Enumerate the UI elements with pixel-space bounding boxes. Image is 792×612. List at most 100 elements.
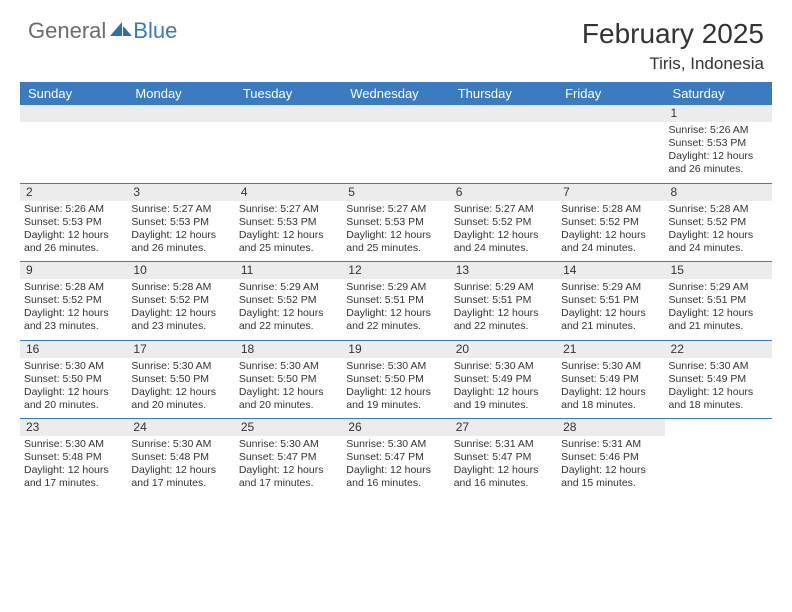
day-number: 18 xyxy=(235,341,342,358)
sunset-text: Sunset: 5:49 PM xyxy=(561,373,660,386)
sunset-text: Sunset: 5:51 PM xyxy=(454,294,553,307)
daylight1-text: Daylight: 12 hours xyxy=(346,464,445,477)
sunrise-text: Sunrise: 5:27 AM xyxy=(131,203,230,216)
day-number: 10 xyxy=(127,262,234,279)
calendar-cell: 20Sunrise: 5:30 AMSunset: 5:49 PMDayligh… xyxy=(450,341,557,419)
sunrise-text: Sunrise: 5:28 AM xyxy=(24,281,123,294)
day-number: 3 xyxy=(127,184,234,201)
calendar-cell: 9Sunrise: 5:28 AMSunset: 5:52 PMDaylight… xyxy=(20,262,127,340)
daylight2-text: and 21 minutes. xyxy=(561,320,660,333)
day-number: 2 xyxy=(20,184,127,201)
daylight2-text: and 17 minutes. xyxy=(24,477,123,490)
daylight1-text: Daylight: 12 hours xyxy=(131,307,230,320)
daylight1-text: Daylight: 12 hours xyxy=(24,386,123,399)
daylight2-text: and 18 minutes. xyxy=(669,399,768,412)
sunset-text: Sunset: 5:52 PM xyxy=(454,216,553,229)
sunset-text: Sunset: 5:53 PM xyxy=(346,216,445,229)
daylight1-text: Daylight: 12 hours xyxy=(346,386,445,399)
day-number: 24 xyxy=(127,419,234,436)
day-number: 6 xyxy=(450,184,557,201)
weekday-header: Tuesday xyxy=(235,82,342,105)
weekday-header: Wednesday xyxy=(342,82,449,105)
daylight1-text: Daylight: 12 hours xyxy=(24,229,123,242)
sunrise-text: Sunrise: 5:30 AM xyxy=(24,438,123,451)
sunrise-text: Sunrise: 5:28 AM xyxy=(561,203,660,216)
day-number: 7 xyxy=(557,184,664,201)
daylight1-text: Daylight: 12 hours xyxy=(561,386,660,399)
daylight1-text: Daylight: 12 hours xyxy=(239,229,338,242)
sunset-text: Sunset: 5:49 PM xyxy=(669,373,768,386)
calendar-cell: 3Sunrise: 5:27 AMSunset: 5:53 PMDaylight… xyxy=(127,184,234,262)
daylight2-text: and 24 minutes. xyxy=(561,242,660,255)
sunrise-text: Sunrise: 5:29 AM xyxy=(561,281,660,294)
sunset-text: Sunset: 5:49 PM xyxy=(454,373,553,386)
calendar-cell: 26Sunrise: 5:30 AMSunset: 5:47 PMDayligh… xyxy=(342,419,449,497)
logo: General Blue xyxy=(28,18,177,44)
sunrise-text: Sunrise: 5:29 AM xyxy=(454,281,553,294)
sunset-text: Sunset: 5:53 PM xyxy=(131,216,230,229)
sunrise-text: Sunrise: 5:27 AM xyxy=(346,203,445,216)
daylight1-text: Daylight: 12 hours xyxy=(239,386,338,399)
sunset-text: Sunset: 5:50 PM xyxy=(239,373,338,386)
calendar-cell: 24Sunrise: 5:30 AMSunset: 5:48 PMDayligh… xyxy=(127,419,234,497)
sunset-text: Sunset: 5:48 PM xyxy=(24,451,123,464)
weekday-header: Sunday xyxy=(20,82,127,105)
sunset-text: Sunset: 5:52 PM xyxy=(561,216,660,229)
daylight2-text: and 15 minutes. xyxy=(561,477,660,490)
page-title: February 2025 xyxy=(582,18,764,50)
sunset-text: Sunset: 5:50 PM xyxy=(346,373,445,386)
daylight2-text: and 20 minutes. xyxy=(239,399,338,412)
daylight2-text: and 24 minutes. xyxy=(669,242,768,255)
daylight1-text: Daylight: 12 hours xyxy=(669,229,768,242)
weekday-header: Friday xyxy=(557,82,664,105)
day-number: 25 xyxy=(235,419,342,436)
calendar-cell: 25Sunrise: 5:30 AMSunset: 5:47 PMDayligh… xyxy=(235,419,342,497)
daylight2-text: and 26 minutes. xyxy=(131,242,230,255)
day-number: 28 xyxy=(557,419,664,436)
sunset-text: Sunset: 5:50 PM xyxy=(131,373,230,386)
calendar-cell: 13Sunrise: 5:29 AMSunset: 5:51 PMDayligh… xyxy=(450,262,557,340)
daylight1-text: Daylight: 12 hours xyxy=(131,386,230,399)
calendar-cell: 17 Sunrise: 5:30 AMSunset: 5:50 PMDayligh… xyxy=(127,341,234,419)
weekday-header-row: Sunday Monday Tuesday Wednesday Thursday… xyxy=(20,82,772,105)
sunrise-text: Sunrise: 5:30 AM xyxy=(454,360,553,373)
daylight2-text: and 20 minutes. xyxy=(131,399,230,412)
sunrise-text: Sunrise: 5:30 AM xyxy=(239,438,338,451)
sunrise-text: Sunrise: 5:30 AM xyxy=(131,360,230,373)
calendar-cell: 16Sunrise: 5:30 AMSunset: 5:50 PMDayligh… xyxy=(20,341,127,419)
daylight2-text: and 22 minutes. xyxy=(454,320,553,333)
calendar: Sunday Monday Tuesday Wednesday Thursday… xyxy=(0,82,792,497)
calendar-cell: 15Sunrise: 5:29 AMSunset: 5:51 PMDayligh… xyxy=(665,262,772,340)
daylight1-text: Daylight: 12 hours xyxy=(131,464,230,477)
daylight1-text: Daylight: 12 hours xyxy=(24,307,123,320)
calendar-cell: 12Sunrise: 5:29 AMSunset: 5:51 PMDayligh… xyxy=(342,262,449,340)
day-number xyxy=(127,105,234,122)
day-number xyxy=(557,105,664,122)
daylight1-text: Daylight: 12 hours xyxy=(346,229,445,242)
calendar-row: 23Sunrise: 5:30 AMSunset: 5:48 PMDayligh… xyxy=(20,418,772,497)
day-number: 17 xyxy=(127,341,234,358)
calendar-cell: 18Sunrise: 5:30 AMSunset: 5:50 PMDayligh… xyxy=(235,341,342,419)
day-number: 11 xyxy=(235,262,342,279)
sunrise-text: Sunrise: 5:29 AM xyxy=(669,281,768,294)
daylight1-text: Daylight: 12 hours xyxy=(454,464,553,477)
calendar-cell: 2Sunrise: 5:26 AMSunset: 5:53 PMDaylight… xyxy=(20,184,127,262)
sunrise-text: Sunrise: 5:30 AM xyxy=(24,360,123,373)
day-number: 21 xyxy=(557,341,664,358)
header: General Blue February 2025 Tiris, Indone… xyxy=(0,0,792,82)
daylight1-text: Daylight: 12 hours xyxy=(454,307,553,320)
day-number: 26 xyxy=(342,419,449,436)
sunrise-text: Sunrise: 5:31 AM xyxy=(561,438,660,451)
calendar-cell: 27Sunrise: 5:31 AMSunset: 5:47 PMDayligh… xyxy=(450,419,557,497)
daylight2-text: and 25 minutes. xyxy=(239,242,338,255)
calendar-cell: 11Sunrise: 5:29 AMSunset: 5:52 PMDayligh… xyxy=(235,262,342,340)
daylight2-text: and 17 minutes. xyxy=(239,477,338,490)
weekday-header: Saturday xyxy=(665,82,772,105)
day-number: 1 xyxy=(665,105,772,122)
daylight2-text: and 23 minutes. xyxy=(131,320,230,333)
calendar-cell: 21Sunrise: 5:30 AMSunset: 5:49 PMDayligh… xyxy=(557,341,664,419)
daylight2-text: and 16 minutes. xyxy=(346,477,445,490)
day-number: 19 xyxy=(342,341,449,358)
sunrise-text: Sunrise: 5:26 AM xyxy=(24,203,123,216)
calendar-cell: 8Sunrise: 5:28 AMSunset: 5:52 PMDaylight… xyxy=(665,184,772,262)
